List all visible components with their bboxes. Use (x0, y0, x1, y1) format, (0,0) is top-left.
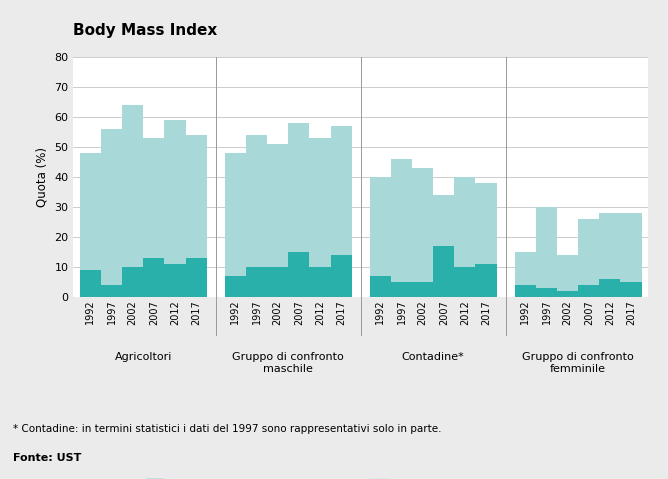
Legend: In forte sovrappeso (30 <= BMI), In sovrappeso (25 <= BMI < 30): In forte sovrappeso (30 <= BMI), In sovr… (142, 475, 580, 479)
Bar (186, 258, 206, 297)
Text: Agricoltori: Agricoltori (115, 352, 172, 362)
Bar (225, 276, 246, 297)
Bar (536, 207, 557, 288)
Bar (331, 126, 351, 255)
Bar (557, 291, 578, 297)
Bar (476, 264, 496, 297)
Bar (143, 258, 164, 297)
Bar (331, 255, 351, 297)
Text: Gruppo di confronto
maschile: Gruppo di confronto maschile (232, 352, 344, 374)
Bar (557, 255, 578, 291)
Bar (246, 136, 267, 267)
Bar (412, 168, 434, 282)
Bar (599, 279, 621, 297)
Bar (370, 177, 391, 276)
Bar (288, 124, 309, 252)
Bar (476, 183, 496, 264)
Bar (578, 219, 599, 285)
Bar (267, 144, 288, 267)
Bar (536, 288, 557, 297)
Bar (621, 282, 642, 297)
Bar (164, 120, 186, 264)
Bar (434, 195, 454, 246)
Bar (370, 276, 391, 297)
Bar (267, 267, 288, 297)
Y-axis label: Quota (%): Quota (%) (36, 147, 49, 207)
Bar (79, 270, 101, 297)
Bar (309, 138, 331, 267)
Text: Contadine*: Contadine* (402, 352, 464, 362)
Bar (122, 267, 143, 297)
Text: Fonte: UST: Fonte: UST (13, 453, 81, 463)
Bar (101, 285, 122, 297)
Bar (143, 138, 164, 258)
Bar (186, 136, 206, 258)
Bar (101, 129, 122, 285)
Bar (288, 252, 309, 297)
Bar (434, 246, 454, 297)
Bar (164, 264, 186, 297)
Text: * Contadine: in termini statistici i dati del 1997 sono rappresentativi solo in : * Contadine: in termini statistici i dat… (13, 424, 442, 434)
Bar (578, 285, 599, 297)
Bar (309, 267, 331, 297)
Bar (599, 213, 621, 279)
Bar (122, 105, 143, 267)
Bar (454, 177, 476, 267)
Bar (515, 252, 536, 285)
Bar (515, 285, 536, 297)
Bar (79, 153, 101, 270)
Bar (412, 282, 434, 297)
Text: Body Mass Index: Body Mass Index (73, 23, 218, 38)
Bar (246, 267, 267, 297)
Bar (454, 267, 476, 297)
Text: Gruppo di confronto
femminile: Gruppo di confronto femminile (522, 352, 634, 374)
Bar (225, 153, 246, 276)
Bar (391, 159, 412, 282)
Bar (391, 282, 412, 297)
Bar (621, 213, 642, 282)
